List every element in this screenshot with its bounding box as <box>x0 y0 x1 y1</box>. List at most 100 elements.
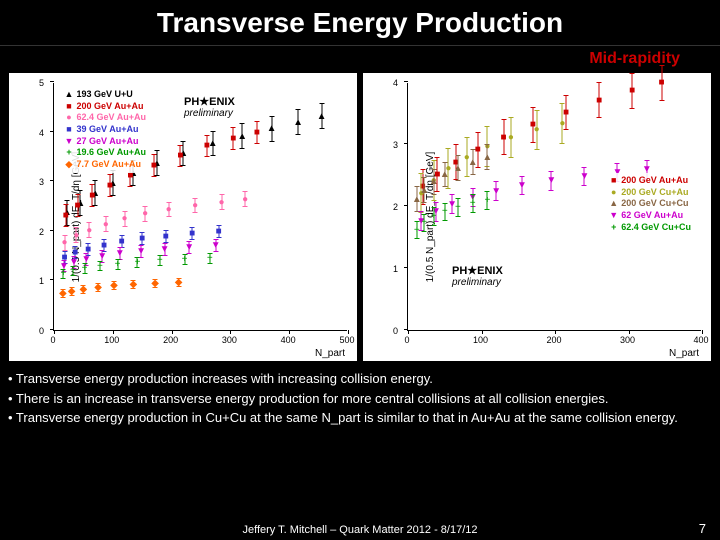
y-tick-label: 0 <box>39 326 44 336</box>
data-point: ● <box>192 201 198 211</box>
data-point: ■ <box>563 108 569 118</box>
data-point: + <box>484 196 490 206</box>
phenix-watermark: PH★ENIXpreliminary <box>184 95 235 119</box>
y-tick-label: 3 <box>39 177 44 187</box>
left-chart-area: ▲▲▲▲▲▲▲▲▲▲▲▲■■■■■■■■■■●●●●●●●●●●■■■■■■■■… <box>53 83 347 331</box>
data-point: + <box>455 203 461 213</box>
data-point: ▼ <box>160 245 170 255</box>
data-point: ▼ <box>517 181 527 191</box>
bullet-text: • Transverse energy production increases… <box>8 370 712 429</box>
x-tick-label: 500 <box>339 335 354 345</box>
data-point: + <box>414 226 420 236</box>
y-tick-label: 2 <box>393 202 398 212</box>
data-point: ▲ <box>419 186 429 196</box>
data-point: ● <box>122 214 128 224</box>
legend-entry: + 62.4 GeV Cu+Cu <box>609 222 691 234</box>
y-tick-label: 5 <box>39 78 44 88</box>
x-tick-label: 200 <box>546 335 561 345</box>
y-tick-label: 1 <box>39 276 44 286</box>
data-point: ■ <box>659 78 665 88</box>
slide-title: Transverse Energy Production <box>0 0 720 46</box>
data-point: ■ <box>139 234 145 244</box>
data-point: ◆ <box>130 280 138 290</box>
data-point: ● <box>142 209 148 219</box>
right-chart-area: ■■■■■■■■■■●●●●●●●●▲▲▲▲▲▲▲▼▼▼▼▼▼▼▼▼▼+++++… <box>407 83 701 331</box>
x-tick-label: 100 <box>104 335 119 345</box>
x-tick-label: 400 <box>281 335 296 345</box>
charts-container: 1/(0.5 N_part) dE_T/dη [GeV] N_part ▲▲▲▲… <box>8 72 712 362</box>
data-point: ▲ <box>293 118 303 128</box>
legend-entry: ▲ 200 GeV Cu+Cu <box>609 198 691 210</box>
data-point: + <box>442 207 448 217</box>
data-point: ▲ <box>267 124 277 134</box>
subtitle-label: Mid-rapidity <box>589 50 680 68</box>
footer-text: Jeffery T. Mitchell – Quark Matter 2012 … <box>0 524 720 536</box>
data-point: ▲ <box>429 177 439 187</box>
data-point: ■ <box>119 237 125 247</box>
data-point: ▲ <box>412 195 422 205</box>
data-point: ◆ <box>80 285 88 295</box>
data-point: ● <box>86 226 92 236</box>
data-point: ■ <box>501 133 507 143</box>
legend-entry: ● 200 GeV Cu+Au <box>609 187 691 199</box>
legend-entry: ▼ 27 GeV Au+Au <box>64 136 146 148</box>
data-point: ■ <box>254 128 260 138</box>
data-point: ■ <box>475 145 481 155</box>
data-point: ■ <box>107 181 113 191</box>
x-tick-label: 300 <box>222 335 237 345</box>
x-tick-label: 0 <box>50 335 55 345</box>
data-point: + <box>157 256 163 266</box>
page-number: 7 <box>699 521 706 536</box>
legend-entry: + 19.6 GeV Au+Au <box>64 147 146 159</box>
data-point: ▲ <box>482 153 492 163</box>
x-tick-label: 400 <box>693 335 708 345</box>
data-point: ● <box>103 220 109 230</box>
data-point: ▲ <box>468 158 478 168</box>
y-tick-label: 2 <box>39 227 44 237</box>
legend-entry: ■ 200 GeV Au+Au <box>609 175 691 187</box>
y-tick-label: 4 <box>39 128 44 138</box>
data-point: ▲ <box>237 132 247 142</box>
legend-entry: ◆ 7.7 GeV Au+Au <box>64 159 146 171</box>
right-chart-panel: 1/(0.5 N_part) dE_T/dη [GeV] N_part ■■■■… <box>362 72 712 362</box>
y-tick-label: 0 <box>393 326 398 336</box>
data-point: ▼ <box>491 187 501 197</box>
data-point: ■ <box>204 141 210 151</box>
legend-entry: ▼ 62 GeV Au+Au <box>609 210 691 222</box>
data-point: + <box>207 254 213 264</box>
x-tick-label: 0 <box>404 335 409 345</box>
y-tick-label: 4 <box>393 78 398 88</box>
data-point: + <box>60 269 66 279</box>
data-point: ■ <box>230 134 236 144</box>
x-axis-label: N_part <box>315 348 345 359</box>
data-point: ▼ <box>546 176 556 186</box>
data-point: + <box>182 255 188 265</box>
x-tick-label: 100 <box>473 335 488 345</box>
data-point: + <box>470 199 476 209</box>
x-tick-label: 300 <box>620 335 635 345</box>
data-point: ● <box>534 125 540 135</box>
chart-legend: ▲ 193 GeV U+U■ 200 GeV Au+Au● 62.4 GeV A… <box>60 87 150 173</box>
data-point: ◆ <box>175 278 183 288</box>
legend-entry: ▲ 193 GeV U+U <box>64 89 146 101</box>
data-point: ● <box>73 231 79 241</box>
y-tick-label: 3 <box>393 140 398 150</box>
bullet-line: • Transverse energy production increases… <box>8 370 712 388</box>
data-point: ▲ <box>453 164 463 174</box>
data-point: ● <box>219 198 225 208</box>
data-point: + <box>135 258 141 268</box>
legend-entry: ■ 200 GeV Au+Au <box>64 101 146 113</box>
data-point: ● <box>242 195 248 205</box>
data-point: + <box>97 262 103 272</box>
phenix-watermark: PH★ENIXpreliminary <box>452 264 503 288</box>
data-point: ■ <box>151 161 157 171</box>
y-tick-label: 1 <box>393 264 398 274</box>
data-point: ■ <box>629 86 635 96</box>
legend-entry: ■ 39 GeV Au+Au <box>64 124 146 136</box>
data-point: + <box>70 266 76 276</box>
data-point: ■ <box>177 151 183 161</box>
data-point: ◆ <box>110 281 118 291</box>
data-point: + <box>115 260 121 270</box>
data-point: ■ <box>189 229 195 239</box>
bullet-line: • There is an increase in transverse ene… <box>8 390 712 408</box>
